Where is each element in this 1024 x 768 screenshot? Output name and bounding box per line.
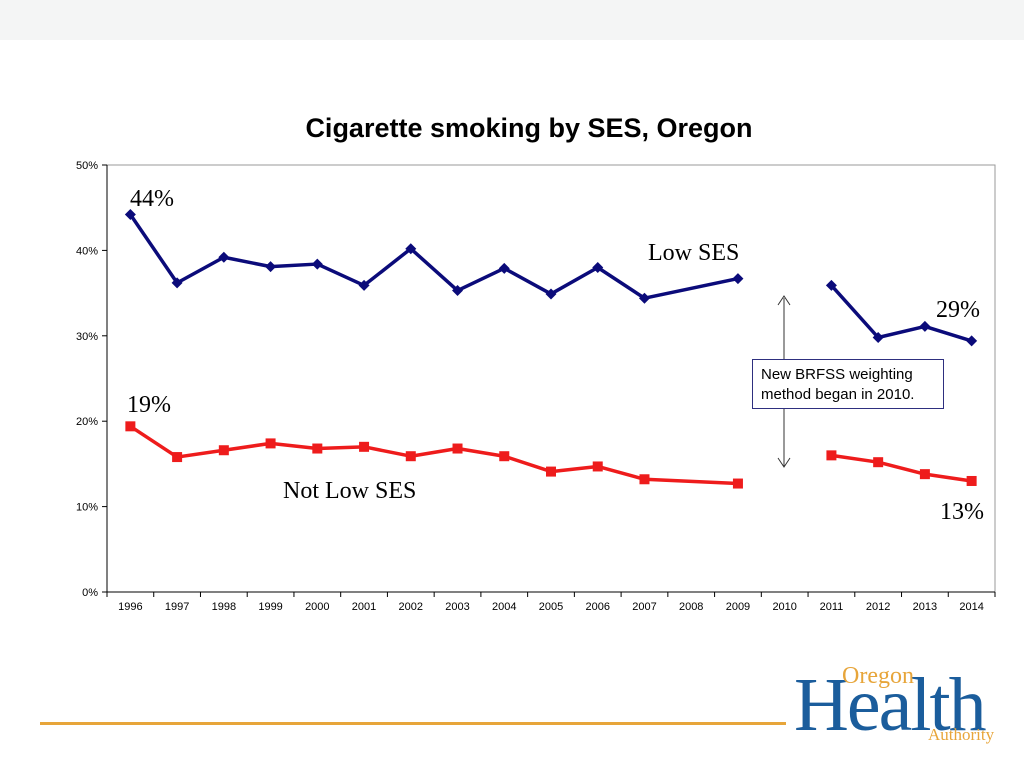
data-point bbox=[312, 443, 323, 454]
x-tick-label: 2009 bbox=[726, 601, 750, 613]
y-tick-label: 40% bbox=[76, 245, 98, 257]
data-point bbox=[498, 262, 510, 274]
x-tick-label: 2011 bbox=[820, 601, 844, 613]
logo-health-text: Health bbox=[794, 663, 987, 747]
data-point bbox=[265, 438, 276, 449]
x-tick-label: 2013 bbox=[913, 601, 937, 613]
data-point bbox=[966, 475, 977, 486]
data-point bbox=[825, 279, 837, 291]
series-low-ses bbox=[124, 209, 978, 347]
arrow-up-icon bbox=[777, 295, 791, 306]
data-point bbox=[359, 441, 370, 452]
y-tick-label: 50% bbox=[76, 160, 98, 172]
x-tick-label: 2008 bbox=[679, 601, 703, 613]
data-point bbox=[826, 450, 837, 461]
x-tick-label: 2006 bbox=[585, 601, 609, 613]
x-tick-label: 2004 bbox=[492, 601, 516, 613]
data-point bbox=[218, 445, 229, 456]
y-tick-label: 20% bbox=[76, 416, 98, 428]
data-point bbox=[171, 277, 183, 289]
data-point bbox=[966, 335, 978, 347]
x-tick-label: 2001 bbox=[352, 601, 376, 613]
series-line bbox=[830, 284, 973, 343]
data-point bbox=[405, 451, 416, 462]
data-point bbox=[592, 461, 603, 472]
data-point bbox=[218, 251, 230, 263]
data-point bbox=[919, 469, 930, 480]
x-tick-label: 1998 bbox=[212, 601, 236, 613]
x-tick-label: 1997 bbox=[165, 601, 189, 613]
data-point bbox=[592, 261, 604, 273]
data-point bbox=[872, 332, 884, 344]
data-point bbox=[919, 320, 931, 332]
arrow-down-icon bbox=[777, 457, 791, 468]
axes: 0% 10% 20% 30% 40% 50% 1996 1997 1998 1999 2000 200… bbox=[76, 160, 996, 613]
annotation-not-low-start: 19% bbox=[127, 392, 171, 418]
y-tick-label: 30% bbox=[76, 331, 98, 343]
top-band bbox=[0, 0, 1024, 40]
oha-logo: Health Oregon Authority bbox=[794, 664, 1004, 744]
x-tick-label: 2007 bbox=[632, 601, 656, 613]
data-point bbox=[311, 258, 323, 270]
data-point bbox=[405, 243, 417, 255]
data-point bbox=[172, 452, 183, 463]
x-tick-label: 1999 bbox=[258, 601, 282, 613]
series-group bbox=[124, 209, 978, 489]
data-point bbox=[358, 279, 370, 291]
x-tick-label: 1996 bbox=[118, 601, 142, 613]
data-point bbox=[546, 466, 556, 477]
annotation-low-end: 29% bbox=[936, 297, 980, 323]
annotation-not-low-end: 13% bbox=[940, 499, 984, 525]
annotation-not-low-ses-label: Not Low SES bbox=[283, 478, 416, 504]
data-point bbox=[732, 478, 743, 489]
data-point bbox=[638, 292, 650, 304]
data-point bbox=[639, 474, 650, 485]
annotation-low-ses-label: Low SES bbox=[648, 240, 739, 266]
data-point bbox=[125, 421, 136, 432]
footer-rule bbox=[40, 722, 786, 725]
x-tick-label: 2002 bbox=[399, 601, 423, 613]
data-point bbox=[499, 451, 510, 462]
x-tick-label: 2012 bbox=[866, 601, 890, 613]
annotation-low-start: 44% bbox=[130, 186, 174, 212]
data-point bbox=[124, 209, 136, 221]
data-point bbox=[265, 261, 277, 273]
weighting-note: New BRFSS weighting method began in 2010… bbox=[752, 359, 944, 409]
series-not-low-ses bbox=[125, 421, 977, 489]
data-point bbox=[452, 443, 463, 454]
data-point bbox=[452, 285, 464, 297]
chart-title: Cigarette smoking by SES, Oregon bbox=[305, 113, 752, 143]
x-tick-label: 2005 bbox=[539, 601, 563, 613]
x-tick-label: 2003 bbox=[445, 601, 469, 613]
series-line bbox=[831, 453, 972, 483]
logo-oregon-text: Oregon bbox=[842, 663, 914, 689]
x-tick-label: 2000 bbox=[305, 601, 329, 613]
data-point bbox=[732, 273, 744, 285]
x-tick-label: 2014 bbox=[959, 601, 983, 613]
y-tick-label: 10% bbox=[76, 502, 98, 514]
data-point bbox=[873, 457, 884, 468]
x-tick-label: 2010 bbox=[772, 601, 796, 613]
data-point bbox=[545, 288, 557, 300]
logo-authority-text: Authority bbox=[928, 725, 995, 744]
y-tick-label: 0% bbox=[82, 587, 98, 599]
